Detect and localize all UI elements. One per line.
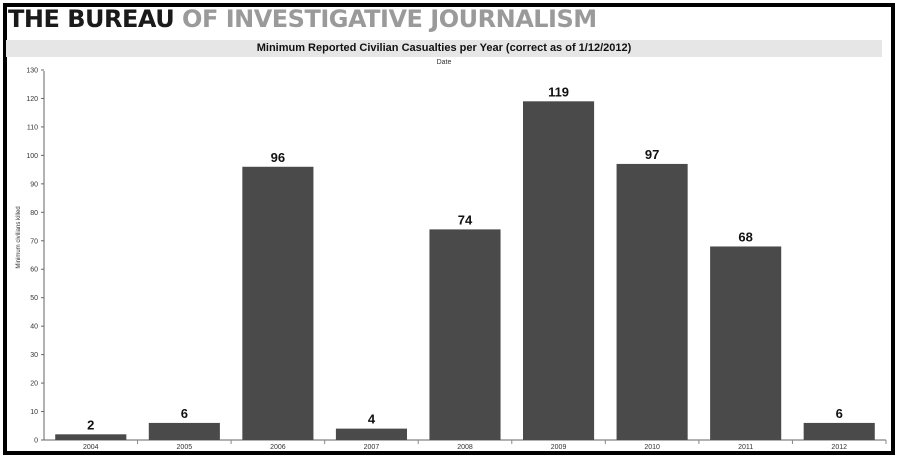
bar-2011 [710,246,782,440]
masthead-logo: THE BUREAU OF INVESTIGATIVE JOURNALISM [8,4,597,34]
x-tick-label: 2009 [551,444,567,451]
data-label: 97 [645,147,659,162]
bar-2005 [148,422,220,440]
x-tick-label: 2005 [177,444,193,451]
y-tick-label: 70 [30,238,38,245]
chart-labels: 2004 2 2005 6 2006 96 2007 4 2008 74 2009 119 2010 97… [83,84,847,451]
data-label: 6 [181,406,188,421]
bar-2008 [429,229,501,440]
bar-2006 [242,166,314,440]
y-tick-label: 0 [34,438,38,445]
y-axis-title: Minimum civilians killed [16,206,22,268]
y-tick-label: 20 [30,381,38,388]
data-label: 6 [836,406,843,421]
y-tick-label: 10 [30,409,38,416]
y-tick-label: 30 [30,352,38,359]
y-tick-label: 50 [30,295,38,302]
data-label: 96 [271,150,285,165]
data-label: 119 [548,84,569,99]
x-tick-label: 2011 [738,444,753,451]
bar-2012 [803,422,875,440]
chart-subtitle: Date [436,59,452,66]
bar-2010 [616,163,688,440]
chart-title: Minimum Reported Civilian Casualties per… [6,40,882,57]
y-tick-label: 130 [26,68,38,75]
x-tick-label: 2007 [364,444,380,451]
data-label: 4 [368,412,376,427]
x-tick-label: 2006 [270,444,286,451]
y-tick-label: 100 [26,153,38,160]
x-tick-label: 2010 [644,444,660,451]
y-tick-label: 110 [27,124,38,131]
brand-light-text: OF INVESTIGATIVE JOURNALISM [182,5,597,33]
x-tick-label: 2004 [83,444,99,451]
y-tick-label: 90 [30,181,38,188]
chart-bars [55,101,875,441]
bar-2007 [335,428,407,440]
y-tick-label: 80 [30,210,38,217]
data-label: 2 [87,417,94,432]
y-tick-label: 60 [30,267,38,274]
data-label: 74 [458,212,473,227]
bar-2004 [55,434,127,440]
y-tick-label: 40 [30,324,38,331]
bar-2009 [523,101,595,441]
x-tick-label: 2008 [457,444,473,451]
brand-dark-text: THE BUREAU [8,5,175,33]
x-tick-label: 2012 [831,444,847,451]
data-label: 68 [738,229,752,244]
y-tick-label: 120 [26,96,38,103]
